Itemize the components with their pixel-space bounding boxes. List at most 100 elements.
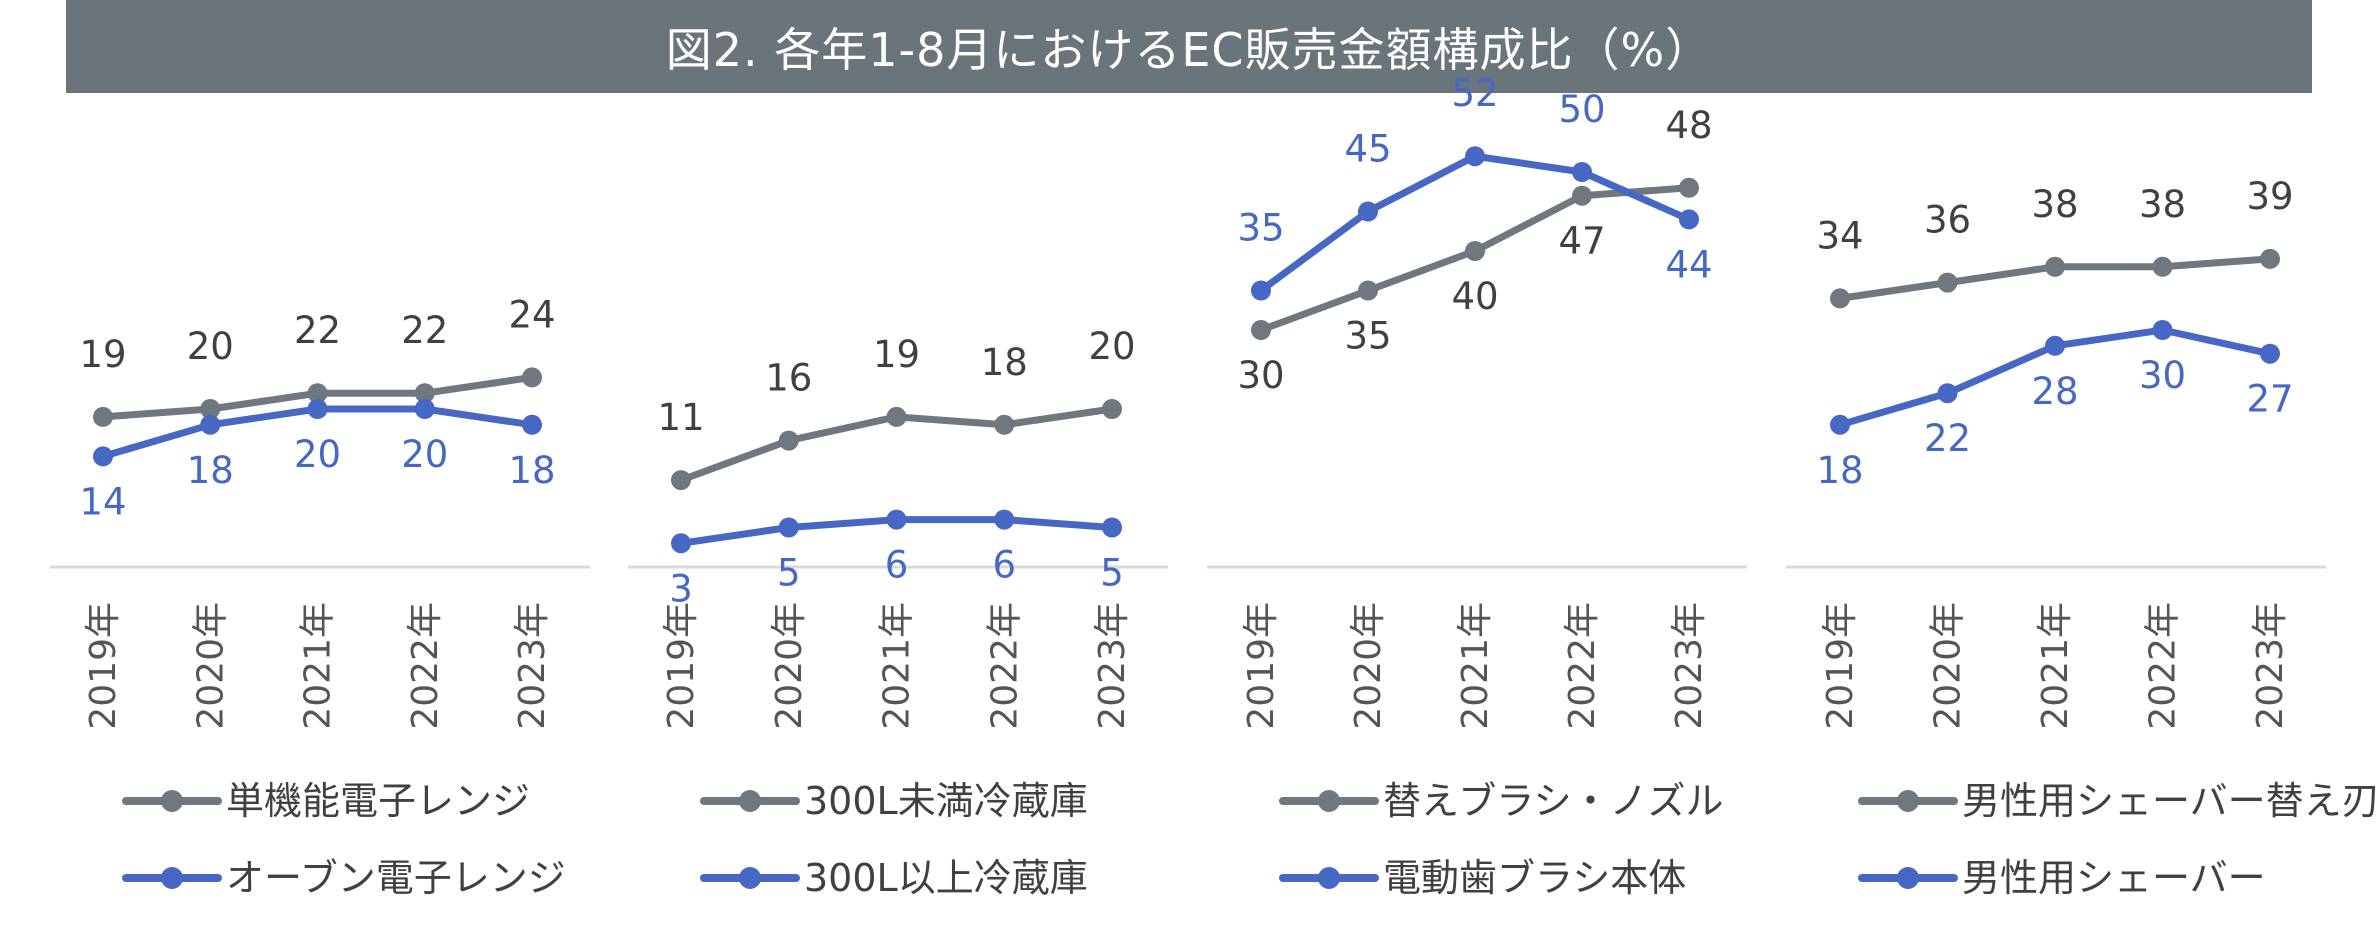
data-point: [886, 509, 907, 530]
data-point: [671, 470, 691, 491]
chart-panel-1: 2019年 2020年 2021年 2022年 2023年 19 20 22 22 24 14 18 2…: [50, 293, 590, 900]
x-tick-label: 2022年: [1562, 602, 1603, 730]
data-point: [414, 399, 435, 419]
x-tick-label: 2021年: [877, 602, 918, 730]
legend-marker-dot: [739, 790, 761, 812]
data-point: [2152, 256, 2173, 277]
legend-label: 300L未満冷蔵庫: [804, 779, 1088, 823]
data-label: 27: [2246, 378, 2293, 421]
data-label: 5: [777, 552, 801, 595]
x-tick-label: 2022年: [2143, 602, 2184, 730]
data-point: [1102, 517, 1122, 538]
data-label: 30: [1237, 354, 1284, 397]
x-tick-label: 2023年: [2250, 602, 2291, 730]
data-label: 19: [873, 333, 920, 376]
data-point: [414, 383, 435, 404]
x-tick-label: 2019年: [1241, 602, 1282, 730]
legend-marker-dot: [739, 867, 761, 889]
data-label: 38: [2139, 183, 2186, 226]
x-tick-label: 2021年: [1455, 602, 1496, 730]
data-label: 6: [992, 544, 1016, 587]
chart-title-bar: 図2. 各年1-8月におけるEC販売金額構成比（%）: [66, 0, 2312, 93]
data-point: [2045, 335, 2065, 356]
data-point: [1830, 288, 1850, 309]
x-tick-label: 2021年: [298, 602, 339, 730]
legend-marker-dot: [1318, 867, 1340, 889]
data-label: 34: [1816, 214, 1863, 257]
data-point: [778, 517, 799, 538]
data-point: [671, 533, 691, 554]
x-tick-label: 2023年: [512, 602, 553, 730]
data-point: [1251, 280, 1271, 301]
chart-panel-2: 2019年 2020年 2021年 2022年 2023年 11 16 19 18 20 3 5 6 6 5…: [628, 325, 1168, 900]
x-tick-label: 2020年: [1928, 602, 1969, 730]
data-label: 45: [1344, 128, 1391, 171]
data-point: [1679, 209, 1699, 230]
data-label: 20: [401, 433, 448, 476]
data-label: 24: [508, 293, 555, 336]
legend-marker-dot: [1318, 790, 1340, 812]
data-label: 20: [294, 433, 341, 476]
data-label: 18: [187, 449, 234, 492]
data-point: [522, 414, 542, 435]
chart-title: 図2. 各年1-8月におけるEC販売金額構成比（%）: [665, 22, 1713, 77]
data-label: 14: [79, 480, 126, 523]
data-point: [1679, 177, 1699, 198]
data-point: [307, 383, 328, 404]
series-line-blue: [1257, 152, 1693, 294]
data-point: [93, 406, 113, 427]
data-point: [2260, 248, 2280, 269]
data-label: 5: [1100, 552, 1124, 595]
x-tick-label: 2019年: [83, 602, 124, 730]
x-tick-label: 2019年: [661, 602, 702, 730]
chart-panel-3: 2019年 2020年 2021年 2022年 2023年 30 35 40 47 48 35 45 5…: [1207, 72, 1747, 900]
data-point: [93, 446, 113, 467]
data-label: 40: [1451, 275, 1498, 318]
data-label: 30: [2139, 354, 2186, 397]
data-point: [1937, 272, 1958, 293]
data-label: 48: [1665, 104, 1712, 147]
data-label: 22: [1924, 417, 1971, 460]
legend-label: 男性用シェーバー: [1962, 856, 2266, 900]
legend-label: 替えブラシ・ノズル: [1383, 779, 1723, 823]
data-point: [1465, 146, 1485, 167]
legend-label: オーブン電子レンジ: [226, 856, 566, 900]
data-label: 47: [1558, 220, 1605, 263]
data-label: 16: [765, 357, 812, 400]
legend-marker-dot: [1897, 790, 1919, 812]
data-point: [1572, 185, 1592, 206]
legend-label: 単機能電子レンジ: [226, 779, 530, 823]
x-tick-label: 2021年: [2035, 602, 2076, 730]
data-point: [2045, 256, 2065, 277]
data-point: [1937, 383, 1958, 404]
data-point: [307, 399, 328, 419]
chart-panel-4: 2019年 2020年 2021年 2022年 2023年 34 36 38 38 39 18 22 2…: [1786, 175, 2378, 900]
x-tick-label: 2023年: [1092, 602, 1133, 730]
data-label: 22: [294, 309, 341, 352]
data-point: [994, 414, 1015, 435]
x-tick-label: 2023年: [1669, 602, 1710, 730]
data-label: 20: [187, 325, 234, 368]
data-label: 50: [1558, 88, 1605, 131]
x-tick-label: 2022年: [405, 602, 446, 730]
data-label: 35: [1344, 315, 1391, 358]
x-tick-label: 2020年: [1348, 602, 1389, 730]
data-point: [1102, 399, 1122, 419]
data-label: 22: [401, 309, 448, 352]
data-label: 39: [2246, 175, 2293, 218]
data-point: [1830, 414, 1850, 435]
x-tick-label: 2019年: [1820, 602, 1861, 730]
x-tick-label: 2022年: [984, 602, 1025, 730]
legend-marker-dot: [161, 867, 183, 889]
data-label: 18: [1816, 449, 1863, 492]
data-label: 3: [669, 567, 693, 610]
data-label: 38: [2031, 183, 2078, 226]
data-point: [522, 367, 542, 388]
data-point: [886, 406, 907, 427]
data-point: [200, 399, 221, 419]
data-point: [1572, 162, 1592, 182]
data-point: [2152, 320, 2173, 340]
legend-marker-dot: [161, 790, 183, 812]
data-label: 35: [1237, 207, 1284, 250]
